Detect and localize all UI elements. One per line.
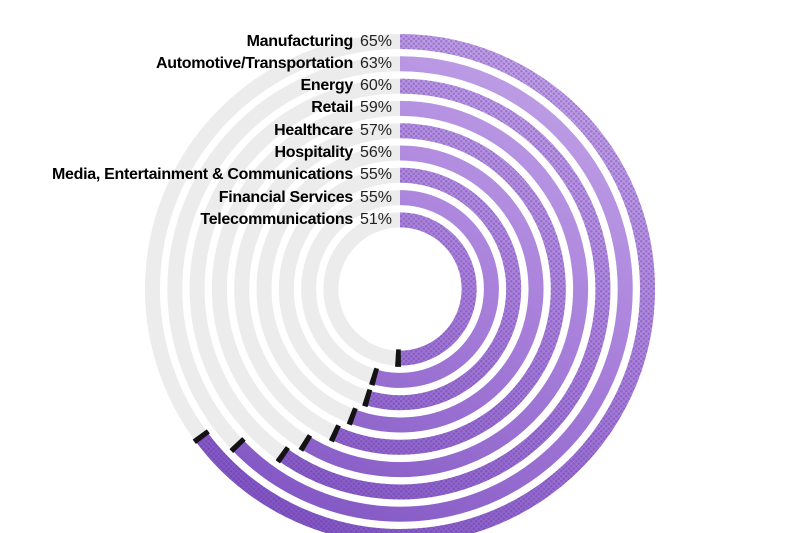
arc-retail: [299, 100, 589, 478]
arc-automotive-transportation-end-cap: [229, 437, 246, 454]
arc-manufacturing-end-cap: [192, 429, 210, 444]
arc-healthcare-end-cap: [328, 424, 341, 443]
arc-hospitality: [347, 145, 544, 433]
arc-energy-dot-overlay: [276, 78, 611, 500]
arc-automotive-transportation: [230, 56, 633, 522]
arc-manufacturing-dot-overlay: [193, 34, 655, 533]
arc-hospitality-end-cap: [346, 407, 358, 426]
arc-financial-services: [369, 190, 499, 388]
arc-telecommunications-dot-overlay: [395, 212, 477, 366]
arc-financial-services-end-cap: [369, 367, 380, 386]
arc-media-entertainment-communications-end-cap: [362, 388, 373, 408]
arc-energy-end-cap: [275, 446, 290, 464]
arc-retail-end-cap: [298, 434, 313, 452]
arc-media-entertainment-communications-dot-overlay: [362, 167, 522, 411]
arc-healthcare-dot-overlay: [329, 123, 566, 455]
